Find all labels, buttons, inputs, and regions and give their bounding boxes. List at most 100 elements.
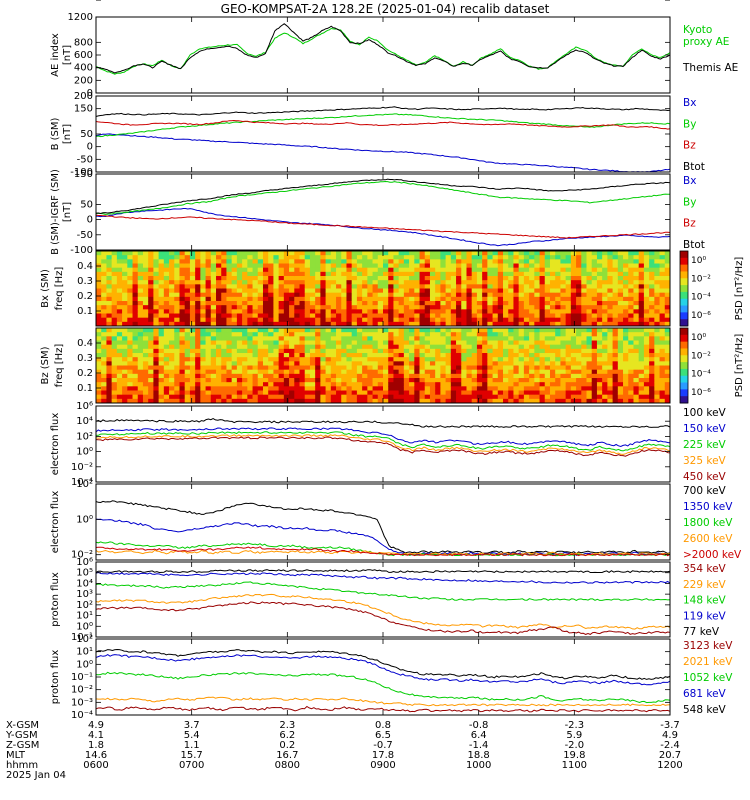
spectrogram-cell	[356, 361, 363, 366]
spectrogram-cell	[419, 288, 426, 294]
spectrogram-cell	[205, 296, 212, 302]
spectrogram-cell	[377, 373, 384, 379]
spectrogram-cell	[294, 336, 300, 341]
spectrogram-cell	[466, 313, 473, 319]
spectrogram-cell	[503, 361, 509, 366]
spectrogram-cell	[221, 271, 227, 277]
spectrogram-cell	[534, 348, 540, 354]
spectrogram-cell	[116, 251, 123, 256]
spectrogram-cell	[602, 301, 608, 306]
spectrogram-cell	[132, 284, 139, 289]
spectrogram-cell	[278, 386, 285, 391]
spectrogram-cell	[623, 267, 629, 273]
spectrogram-cell	[482, 317, 488, 323]
spectrogram-cell	[497, 382, 504, 387]
spectrogram-cell	[320, 301, 326, 306]
spectrogram-cell	[127, 309, 133, 314]
spectrogram-cell	[247, 361, 253, 366]
spectrogram-cell	[122, 394, 128, 400]
spectrogram-cell	[607, 332, 613, 337]
spectrogram-cell	[643, 292, 650, 298]
spectrogram-cell	[664, 296, 671, 302]
spectrogram-cell	[289, 328, 295, 333]
spectrogram-cell	[205, 321, 212, 327]
spectrogram-cell	[596, 317, 603, 323]
spectrogram-cell	[356, 276, 363, 281]
spectrogram-cell	[257, 305, 264, 310]
spectrogram-cell	[179, 292, 186, 298]
spectrogram-cell	[549, 394, 556, 400]
spectrogram-cell	[383, 357, 389, 362]
spectrogram-cell	[643, 309, 650, 314]
spectrogram-cell	[351, 365, 358, 371]
spectrogram-cell	[336, 255, 342, 260]
spectrogram-cell	[299, 328, 306, 333]
spectrogram-cell	[586, 271, 593, 277]
spectrogram-cell	[184, 361, 191, 366]
spectrogram-cell	[414, 288, 420, 294]
spectrogram-cell	[643, 251, 650, 256]
spectrogram-cell	[503, 292, 509, 298]
spectrogram-cell	[581, 276, 587, 281]
spectrogram-cell	[445, 305, 452, 310]
spectrogram-cell	[273, 394, 280, 400]
spectrogram-cell	[424, 317, 431, 323]
legend-entry: Bx	[683, 175, 696, 187]
spectrogram-cell	[555, 353, 561, 358]
spectrogram-cell	[419, 361, 426, 366]
spectrogram-cell	[111, 344, 118, 350]
spectrogram-cell	[393, 305, 400, 310]
colorbar-tick-label: 10⁻²	[691, 274, 711, 284]
spectrogram-cell	[153, 386, 160, 391]
spectrogram-cell	[148, 378, 154, 383]
spectrogram-cell	[539, 296, 546, 302]
spectrogram-cell	[508, 296, 514, 302]
spectrogram-cell	[518, 271, 525, 277]
spectrogram-cell	[607, 394, 613, 400]
spectrogram-cell	[596, 361, 603, 366]
spectrogram-cell	[189, 313, 196, 319]
spectrogram-cell	[409, 309, 415, 314]
spectrogram-cell	[179, 336, 186, 341]
spectrogram-cell	[221, 378, 227, 383]
spectrogram-cell	[247, 251, 253, 256]
spectrogram-cell	[341, 288, 347, 294]
spectrogram-cell	[419, 292, 426, 298]
spectrogram-cell	[189, 328, 196, 333]
spectrogram-cell	[403, 280, 410, 285]
spectrogram-cell	[273, 336, 280, 341]
spectrogram-cell	[497, 398, 504, 404]
spectrogram-cell	[195, 276, 201, 281]
spectrogram-cell	[252, 332, 259, 337]
spectrogram-cell	[414, 369, 420, 375]
spectrogram-cell	[409, 296, 415, 302]
spectrogram-cell	[643, 317, 650, 323]
spectrogram-cell	[623, 373, 629, 379]
spectrogram-cell	[101, 313, 107, 319]
spectrogram-cell	[461, 309, 467, 314]
spectrogram-cell	[336, 284, 342, 289]
spectrogram-cell	[257, 280, 264, 285]
spectrogram-cell	[195, 251, 201, 256]
spectrogram-cell	[628, 336, 634, 341]
spectrogram-cell	[283, 259, 290, 264]
spectrogram-cell	[529, 394, 535, 400]
spectrogram-cell	[106, 328, 113, 333]
spectrogram-cell	[649, 373, 655, 379]
spectrogram-cell	[262, 313, 269, 319]
panel-bsm_igrf: B (SM)-IGRF (SM)[nT]-100-50050100150BxBy…	[50, 0, 705, 256]
spectrogram-cell	[132, 353, 139, 358]
spectrogram-cell	[153, 280, 160, 285]
spectrogram-cell	[461, 369, 467, 375]
spectrogram-cell	[471, 361, 478, 366]
spectrogram-cell	[341, 328, 347, 333]
spectrogram-cell	[471, 284, 478, 289]
spectrogram-cell	[466, 259, 473, 264]
spectrogram-cell	[356, 317, 363, 323]
spectrogram-cell	[570, 373, 577, 379]
spectrogram-cell	[137, 280, 144, 285]
spectrogram-cell	[659, 344, 666, 350]
spectrogram-cell	[247, 276, 253, 281]
spectrogram-cell	[623, 344, 629, 350]
series-line-by	[95, 180, 670, 215]
